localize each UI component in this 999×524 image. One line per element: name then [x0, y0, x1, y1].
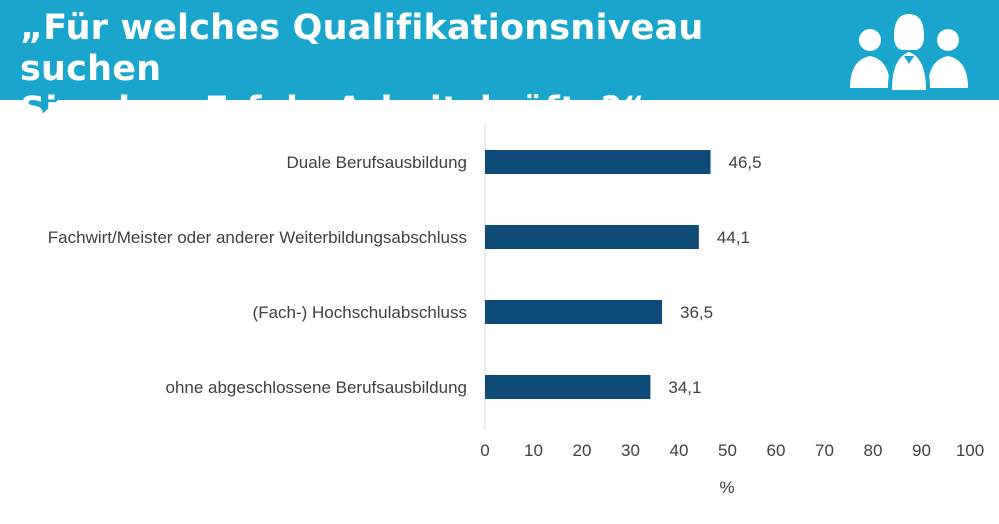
x-tick-label-4: 40 — [670, 441, 689, 460]
bar-3 — [485, 375, 651, 399]
x-tick-label-3: 30 — [621, 441, 640, 460]
x-tick-label-5: 50 — [718, 441, 737, 460]
value-label-0: 46,5 — [729, 153, 762, 172]
value-label-3: 34,1 — [668, 378, 701, 397]
x-tick-label-10: 100 — [956, 441, 984, 460]
x-axis-title: % — [719, 478, 734, 497]
x-tick-label-6: 60 — [767, 441, 786, 460]
header-notch — [22, 100, 58, 116]
category-label-1: Fachwirt/Meister oder anderer Weiterbild… — [48, 228, 467, 247]
chart-title: „Für welches Qualifikationsniveau suchen… — [20, 8, 820, 131]
x-tick-label-2: 20 — [573, 441, 592, 460]
category-label-0: Duale Berufsausbildung — [286, 153, 467, 172]
value-label-1: 44,1 — [717, 228, 750, 247]
bar-1 — [485, 225, 699, 249]
bar-2 — [485, 300, 663, 324]
category-label-3: ohne abgeschlossene Berufsausbildung — [165, 378, 467, 397]
x-tick-label-0: 0 — [480, 441, 489, 460]
title-line-1: „Für welches Qualifikationsniveau suchen — [20, 8, 704, 89]
x-tick-label-7: 70 — [815, 441, 834, 460]
value-label-2: 36,5 — [680, 303, 713, 322]
people-group-icon — [850, 13, 968, 90]
category-label-2: (Fach-) Hochschulabschluss — [253, 303, 467, 322]
x-tick-label-8: 80 — [864, 441, 883, 460]
x-tick-label-9: 90 — [912, 441, 931, 460]
x-tick-label-1: 10 — [524, 441, 543, 460]
title-line-2: Sie ohne Erfolg Arbeitskräfte?“ — [20, 90, 645, 130]
bar-0 — [485, 150, 711, 174]
header-banner — [0, 0, 999, 100]
